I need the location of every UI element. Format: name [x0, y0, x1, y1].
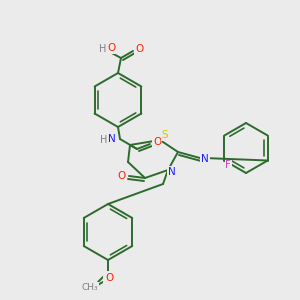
Text: O: O: [104, 272, 112, 282]
Text: S: S: [162, 130, 168, 140]
Text: N: N: [108, 134, 116, 144]
Text: O: O: [118, 171, 126, 181]
Text: CH₃: CH₃: [82, 283, 98, 292]
Text: O: O: [107, 43, 115, 53]
Text: O: O: [135, 44, 143, 54]
Text: O: O: [85, 284, 92, 293]
Text: N: N: [201, 154, 209, 164]
Text: H: H: [100, 135, 108, 145]
Text: N: N: [168, 167, 176, 177]
Text: O: O: [105, 273, 113, 283]
Text: H: H: [99, 44, 107, 54]
Text: O: O: [153, 137, 161, 147]
Text: F: F: [225, 160, 231, 170]
